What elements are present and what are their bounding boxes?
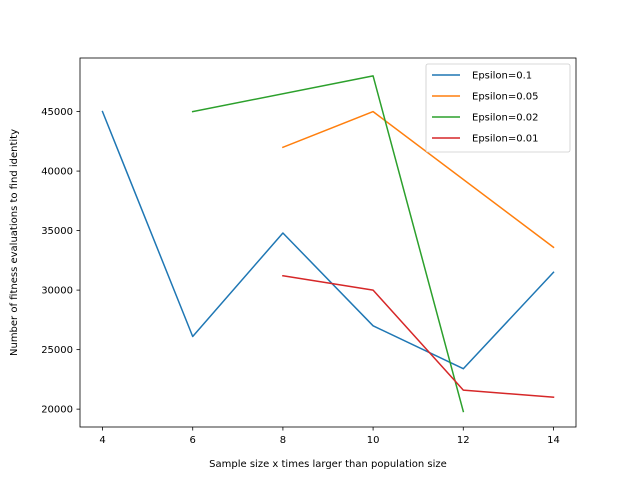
x-axis-label: Sample size x times larger than populati… (209, 459, 447, 470)
y-axis-label: Number of fitness evaluations to find id… (9, 129, 20, 356)
y-tick-label: 30000 (41, 286, 73, 297)
y-tick-label: 25000 (41, 345, 73, 356)
x-tick-label: 14 (547, 435, 560, 446)
legend-label-1: Epsilon=0.05 (472, 92, 539, 103)
legend-label-2: Epsilon=0.02 (472, 113, 539, 124)
y-tick-label: 35000 (41, 226, 73, 237)
axes-frame (79, 57, 577, 428)
legend-label-3: Epsilon=0.01 (472, 134, 539, 145)
y-tick-label: 45000 (41, 107, 73, 118)
y-tick-label: 20000 (41, 405, 73, 416)
series-line-2 (191, 75, 465, 413)
x-tick-label: 6 (190, 435, 196, 446)
x-tick-label: 8 (280, 435, 286, 446)
legend-label-0: Epsilon=0.1 (472, 71, 532, 82)
x-tick-label: 12 (457, 435, 470, 446)
plot-marks (101, 75, 555, 413)
x-tick-label: 4 (99, 435, 105, 446)
series-line-0 (101, 110, 555, 370)
y-axis-ticks: 20000 25000 30000 35000 40000 45000 (41, 107, 80, 416)
series-line-3 (282, 274, 555, 399)
series-line-1 (281, 110, 555, 249)
y-tick-label: 40000 (41, 167, 73, 178)
x-axis-ticks: 4 6 8 10 12 14 (99, 427, 560, 446)
legend-frame (425, 63, 571, 153)
legend: Epsilon=0.1 Epsilon=0.05 Epsilon=0.02 Epsil… (425, 63, 571, 153)
x-tick-label: 10 (367, 435, 380, 446)
